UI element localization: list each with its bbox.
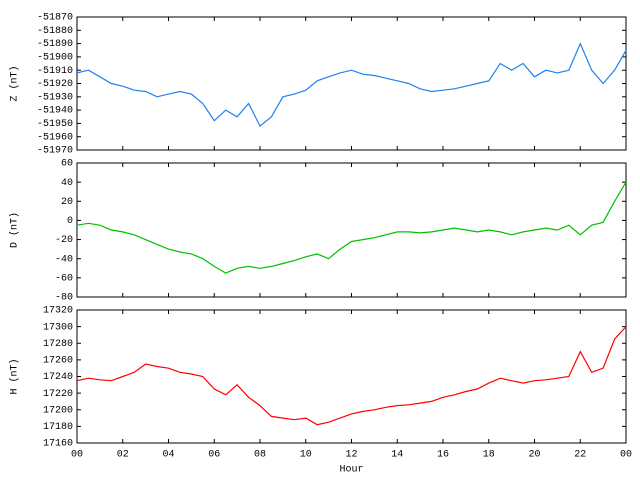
y-tick-label: -80	[55, 293, 73, 304]
x-axis-label: Hour	[339, 465, 363, 476]
x-tick-label: 00	[620, 450, 632, 461]
y-tick-label: -51930	[37, 92, 73, 103]
y-tick-label: 20	[61, 197, 73, 208]
y-tick-label: 40	[61, 178, 73, 189]
x-tick-label: 14	[391, 450, 403, 461]
y-tick-label: 60	[61, 159, 73, 170]
y-tick-label: -60	[55, 273, 73, 284]
x-tick-label: 22	[574, 450, 586, 461]
y-tick-label: -20	[55, 235, 73, 246]
y-tick-label: -51870	[37, 13, 73, 24]
x-tick-label: 06	[208, 450, 220, 461]
x-tick-label: 18	[483, 450, 495, 461]
y-axis-label: D (nT)	[9, 212, 21, 248]
x-tick-label: 10	[300, 450, 312, 461]
y-tick-label: -51960	[37, 132, 73, 143]
y-tick-label: -51910	[37, 66, 73, 77]
y-tick-label: -51920	[37, 79, 73, 90]
y-tick-label: 17240	[43, 372, 73, 383]
data-line	[76, 181, 627, 274]
y-tick-label: -51890	[37, 39, 73, 50]
y-tick-label: -40	[55, 254, 73, 265]
x-tick-label: 20	[528, 450, 540, 461]
x-tick-label: 00	[71, 450, 83, 461]
y-axis-label: H (nT)	[9, 358, 21, 394]
y-tick-label: -51970	[37, 146, 73, 157]
x-tick-label: 02	[117, 450, 129, 461]
y-tick-label: 17280	[43, 339, 73, 350]
y-tick-label: 17200	[43, 405, 73, 416]
data-line	[76, 326, 627, 426]
y-tick-label: -51950	[37, 119, 73, 130]
y-tick-label: -51940	[37, 106, 73, 117]
y-tick-label: 17160	[43, 439, 73, 450]
data-line	[76, 42, 627, 128]
y-tick-label: 17180	[43, 422, 73, 433]
y-tick-label: 17300	[43, 322, 73, 333]
y-tick-label: -51900	[37, 53, 73, 64]
y-tick-label: 0	[67, 216, 73, 227]
x-tick-label: 16	[437, 450, 449, 461]
x-tick-label: 12	[345, 450, 357, 461]
x-tick-label: 08	[254, 450, 266, 461]
y-tick-label: 17220	[43, 389, 73, 400]
y-tick-label: 17320	[43, 306, 73, 317]
y-tick-label: -51880	[37, 26, 73, 37]
y-tick-label: 17260	[43, 356, 73, 367]
x-tick-label: 04	[162, 450, 174, 461]
y-axis-label: Z (nT)	[9, 65, 21, 101]
